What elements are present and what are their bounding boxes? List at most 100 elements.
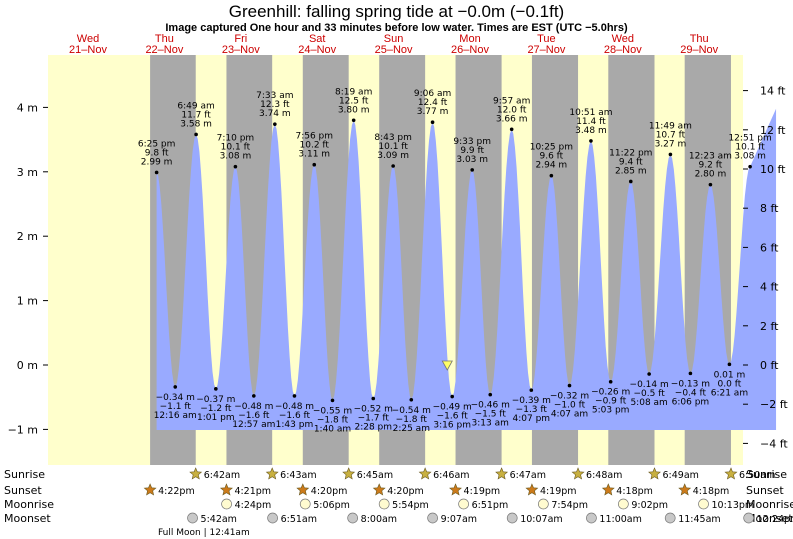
low-tide-m: −0.39 m	[512, 396, 551, 406]
moonset-icon	[187, 512, 198, 524]
low-tide-time: 5:03 pm	[592, 406, 630, 416]
high-tide-m: 2.99 m	[141, 157, 173, 167]
low-tide-m: −0.54 m	[392, 406, 431, 416]
low-tide-point	[647, 372, 651, 376]
low-tide-ft: −1.6 ft	[238, 411, 270, 421]
low-tide-m: −0.55 m	[313, 406, 352, 416]
low-tide-time: 3:13 am	[472, 419, 509, 429]
high-tide-time: 8:43 pm	[374, 133, 412, 143]
tide-area	[156, 108, 777, 431]
right-tick-label: 4 ft	[760, 281, 779, 294]
high-tide-time: 11:22 pm	[609, 148, 652, 158]
sunset-time: 4:18pm	[616, 486, 653, 497]
row-label-right: Sunrise	[746, 468, 787, 481]
moonrise-icon	[698, 498, 709, 510]
high-tide-point	[748, 164, 752, 169]
high-tide-point	[194, 132, 198, 137]
low-tide-time: 6:06 pm	[672, 397, 710, 407]
high-tide-time: 9:33 pm	[453, 137, 491, 147]
high-tide-m: 3.48 m	[575, 126, 607, 136]
low-tide-time: 6:21 am	[711, 388, 748, 398]
low-tide-point	[727, 362, 732, 367]
high-tide-ft: 10.1 ft	[378, 142, 408, 152]
high-tide-m: 3.74 m	[259, 109, 291, 119]
day-date: 24–Nov	[298, 44, 336, 56]
high-tide-m: 3.09 m	[377, 151, 409, 161]
moonrise-time: 4:24pm	[235, 500, 272, 511]
sunrise-time: 6:46am	[433, 470, 469, 481]
left-tick-label: 4 m	[17, 101, 38, 114]
sunset-time: 4:22pm	[158, 486, 195, 497]
right-tick-label: 2 ft	[760, 320, 779, 333]
high-tide-time: 7:10 pm	[217, 134, 255, 144]
low-tide-m: −0.26 m	[591, 388, 630, 398]
high-tide-point	[154, 170, 159, 175]
sunrise-icon	[724, 467, 738, 480]
low-tide-m: −0.49 m	[433, 403, 472, 413]
low-tide-ft: −1.6 ft	[437, 412, 469, 422]
moonset-icon	[664, 512, 676, 524]
day-date: 22–Nov	[145, 44, 183, 56]
moonrise-icon	[458, 498, 469, 510]
high-tide-ft: 9.4 ft	[619, 157, 643, 167]
sunset-time: 4:20pm	[311, 486, 348, 497]
high-tide-ft: 11.7 ft	[181, 110, 211, 120]
full-moon-note: Full Moon | 12:41am	[158, 528, 250, 538]
low-tide-time: 1:43 pm	[276, 420, 314, 430]
low-tide-point	[409, 397, 414, 402]
sunset-icon	[296, 483, 310, 496]
sunrise-time: 6:49am	[662, 470, 698, 481]
high-tide-ft: 10.2 ft	[300, 141, 330, 151]
sunrise-icon	[571, 467, 585, 480]
moonrise-icon	[299, 498, 311, 510]
high-tide-time: 7:56 pm	[295, 132, 333, 142]
high-tide-time: 12:51 pm	[728, 134, 771, 144]
row-label-right: Moonset	[746, 512, 793, 525]
sunrise-icon	[418, 467, 432, 480]
low-tide-ft: −1.0 ft	[554, 401, 586, 411]
row-label-left: Moonset	[4, 512, 51, 525]
low-tide-time: 3:16 pm	[433, 421, 471, 431]
moonset-icon	[347, 512, 359, 524]
high-tide-m: 3.08 m	[220, 152, 252, 162]
high-tide-time: 12:23 am	[689, 152, 732, 162]
low-tide-time: 1:01 pm	[197, 413, 235, 423]
moonset-time: 6:51am	[281, 514, 317, 525]
low-tide-ft: −0.5 ft	[634, 389, 666, 399]
high-tide-m: 3.27 m	[655, 139, 687, 149]
low-tide-point	[214, 387, 218, 391]
low-tide-point	[688, 371, 693, 376]
low-tide-point	[488, 392, 493, 397]
moonset-time: 11:45am	[678, 514, 720, 525]
low-tide-ft: −1.5 ft	[475, 410, 507, 420]
low-tide-m: −0.46 m	[471, 401, 510, 411]
high-tide-time: 7:33 am	[256, 91, 293, 101]
high-tide-point	[430, 120, 435, 125]
low-tide-m: −0.32 m	[550, 392, 589, 402]
moonrise-time: 7:54pm	[551, 500, 588, 511]
low-tide-time: 1:40 am	[314, 424, 351, 434]
low-tide-time: 4:07 pm	[513, 414, 551, 424]
sunrise-time: 6:47am	[510, 470, 546, 481]
low-tide-m: −0.34 m	[156, 393, 195, 403]
low-tide-ft: −1.8 ft	[396, 415, 428, 425]
day-date: 26–Nov	[451, 44, 489, 56]
sunset-time: 4:21pm	[234, 486, 271, 497]
moonset-icon	[506, 512, 518, 524]
sunrise-time: 6:45am	[357, 470, 393, 481]
high-tide-m: 3.66 m	[496, 114, 528, 124]
high-tide-point	[273, 122, 277, 126]
right-tick-label: −4 ft	[760, 437, 788, 450]
low-tide-ft: −1.7 ft	[358, 413, 390, 423]
high-tide-ft: 12.3 ft	[260, 100, 290, 110]
moonset-time: 8:00am	[361, 514, 397, 525]
left-tick-label: −1 m	[8, 423, 38, 436]
moonset-time: 5:42am	[201, 514, 237, 525]
high-tide-time: 10:51 am	[569, 108, 612, 118]
row-label-right: Sunset	[746, 484, 784, 497]
high-tide-time: 11:49 am	[649, 121, 692, 131]
day-name: Mon	[459, 33, 480, 45]
day-name: Wed	[612, 33, 634, 45]
high-tide-m: 2.80 m	[695, 170, 727, 180]
